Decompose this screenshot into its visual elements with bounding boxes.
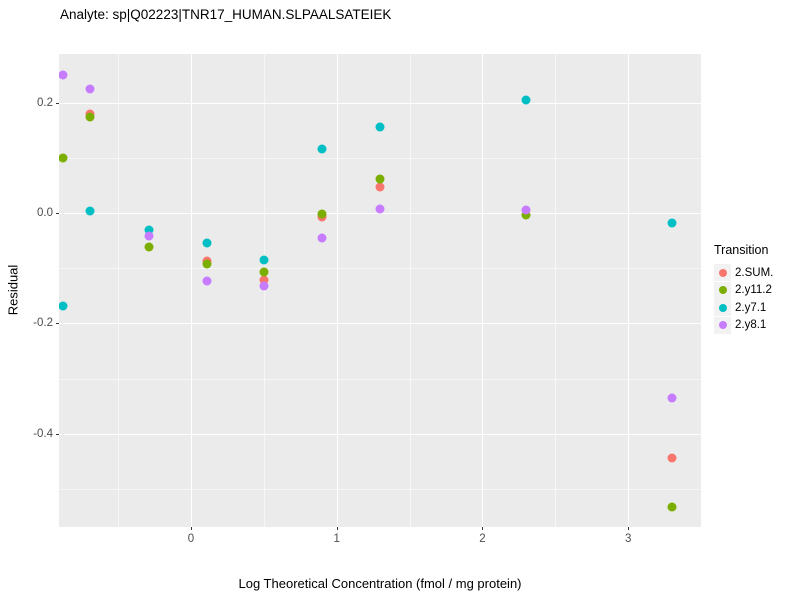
data-point-2-y7-1 — [202, 238, 212, 248]
data-point-2-y11-2 — [259, 267, 269, 277]
legend-swatch-icon — [718, 303, 727, 312]
legend-entry-label: 2.y7.1 — [735, 301, 767, 314]
data-point-2-y11-2 — [667, 502, 677, 512]
data-point-2-y8-1 — [85, 84, 95, 94]
x-tick-label: 1 — [333, 533, 340, 545]
data-point-2-y7-1 — [259, 255, 269, 265]
data-point-2-y11-2 — [317, 209, 327, 218]
legend-swatch-icon — [718, 286, 727, 295]
y-minor-gridline — [59, 378, 701, 380]
data-point-2-SUM — [259, 275, 269, 285]
y-major-gridline — [59, 102, 701, 104]
y-tick-label: 0.2 — [37, 96, 53, 109]
legend-key — [714, 264, 731, 282]
legend-entries: 2.SUM. 2.y11.2 2.y7.1 2.y8.1 — [714, 264, 800, 334]
x-axis-tick — [628, 527, 630, 530]
plot-panel — [59, 54, 701, 527]
data-point-2-y7-1 — [521, 95, 531, 105]
y-axis-tick — [56, 102, 59, 104]
legend-entry: 2.y11.2 — [714, 281, 800, 300]
x-minor-gridline — [409, 54, 411, 527]
x-minor-gridline — [118, 54, 120, 527]
legend-key — [714, 281, 731, 299]
y-axis-tick — [56, 323, 59, 325]
x-axis-tick — [482, 527, 484, 530]
x-tick-label: 3 — [624, 533, 632, 545]
y-axis-tick — [56, 433, 59, 435]
y-axis-title: Residual — [5, 264, 21, 316]
legend-entry-label: 2.SUM. — [735, 266, 774, 279]
data-point-2-y7-1 — [375, 122, 385, 132]
legend-entry: 2.y7.1 — [714, 299, 800, 317]
x-minor-gridline — [555, 54, 557, 527]
data-point-2-SUM — [375, 182, 385, 192]
data-point-2-y7-1 — [144, 225, 154, 235]
legend-key — [714, 316, 731, 334]
data-point-2-SUM — [667, 453, 677, 463]
data-point-2-y7-1 — [59, 301, 68, 311]
y-major-gridline — [59, 433, 701, 435]
data-point-2-y8-1 — [259, 281, 269, 291]
data-point-2-y8-1 — [667, 393, 677, 403]
y-tick-label: -0.2 — [33, 317, 53, 330]
y-axis-tick — [56, 212, 59, 214]
data-point-2-y7-1 — [667, 218, 677, 228]
x-axis-tick — [191, 527, 192, 530]
x-tick-label: 0 — [187, 533, 195, 545]
x-axis-tick — [336, 527, 338, 530]
data-point-2-y11-2 — [59, 153, 68, 163]
x-axis-title: Log Theoretical Concentration (fmol / mg… — [238, 576, 522, 591]
legend-title: Transition — [714, 243, 769, 257]
x-major-gridline — [336, 54, 338, 527]
y-major-gridline — [59, 323, 701, 325]
legend-swatch-icon — [718, 321, 727, 330]
legend-entry-label: 2.y8.1 — [735, 319, 767, 332]
legend-entry-label: 2.y11.2 — [735, 284, 772, 297]
x-major-gridline — [191, 54, 192, 527]
data-point-2-y11-2 — [375, 174, 385, 184]
legend-entry: 2.y8.1 — [714, 316, 800, 335]
y-tick-label: 0.0 — [37, 206, 53, 219]
data-point-2-y7-1 — [317, 144, 327, 154]
x-major-gridline — [628, 54, 630, 527]
y-minor-gridline — [59, 157, 701, 159]
data-point-2-y11-2 — [521, 210, 531, 220]
data-point-2-y11-2 — [144, 242, 154, 252]
data-point-2-y8-1 — [202, 276, 212, 286]
x-tick-label: 2 — [479, 533, 486, 545]
legend-swatch-icon — [718, 268, 727, 277]
y-minor-gridline — [59, 268, 701, 270]
plot-title: Analyte: sp|Q02223|TNR17_HUMAN.SLPAALSAT… — [60, 7, 392, 22]
data-point-2-y8-1 — [59, 70, 68, 80]
legend-key — [714, 299, 731, 317]
legend: Transition 2.SUM. 2.y11.2 2.y7.1 2.y8.1 — [714, 243, 800, 334]
legend-entry: 2.SUM. — [714, 264, 800, 282]
y-tick-label: -0.4 — [33, 427, 53, 440]
data-point-2-y11-2 — [202, 259, 212, 269]
x-major-gridline — [482, 54, 484, 527]
data-point-2-y7-1 — [85, 206, 95, 216]
data-point-2-y8-1 — [317, 233, 327, 243]
data-point-2-y11-2 — [85, 112, 95, 122]
data-point-2-y8-1 — [521, 205, 531, 215]
y-minor-gridline — [59, 488, 701, 490]
data-point-2-y8-1 — [375, 204, 385, 214]
data-point-2-y8-1 — [144, 231, 154, 241]
